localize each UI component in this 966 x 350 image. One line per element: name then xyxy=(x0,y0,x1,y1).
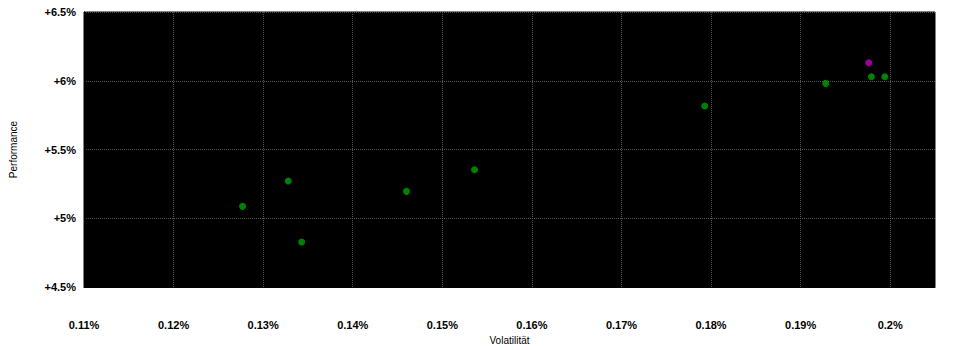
svg-text:0.18%: 0.18% xyxy=(695,319,726,331)
svg-text:0.12%: 0.12% xyxy=(158,319,189,331)
svg-text:+6%: +6% xyxy=(54,75,77,87)
svg-text:0.17%: 0.17% xyxy=(606,319,637,331)
svg-text:Volatilität: Volatilität xyxy=(489,335,529,346)
svg-text:0.15%: 0.15% xyxy=(427,319,458,331)
svg-text:+4.5%: +4.5% xyxy=(45,281,77,293)
svg-text:0.19%: 0.19% xyxy=(785,319,816,331)
svg-text:+6.5%: +6.5% xyxy=(45,6,77,18)
svg-text:0.2%: 0.2% xyxy=(878,319,903,331)
svg-text:+5%: +5% xyxy=(54,212,77,224)
svg-text:0.11%: 0.11% xyxy=(69,319,100,331)
svg-text:0.13%: 0.13% xyxy=(248,319,279,331)
svg-text:+5.5%: +5.5% xyxy=(45,144,77,156)
svg-text:0.14%: 0.14% xyxy=(337,319,368,331)
svg-text:Performance: Performance xyxy=(8,120,19,178)
svg-text:0.16%: 0.16% xyxy=(516,319,547,331)
